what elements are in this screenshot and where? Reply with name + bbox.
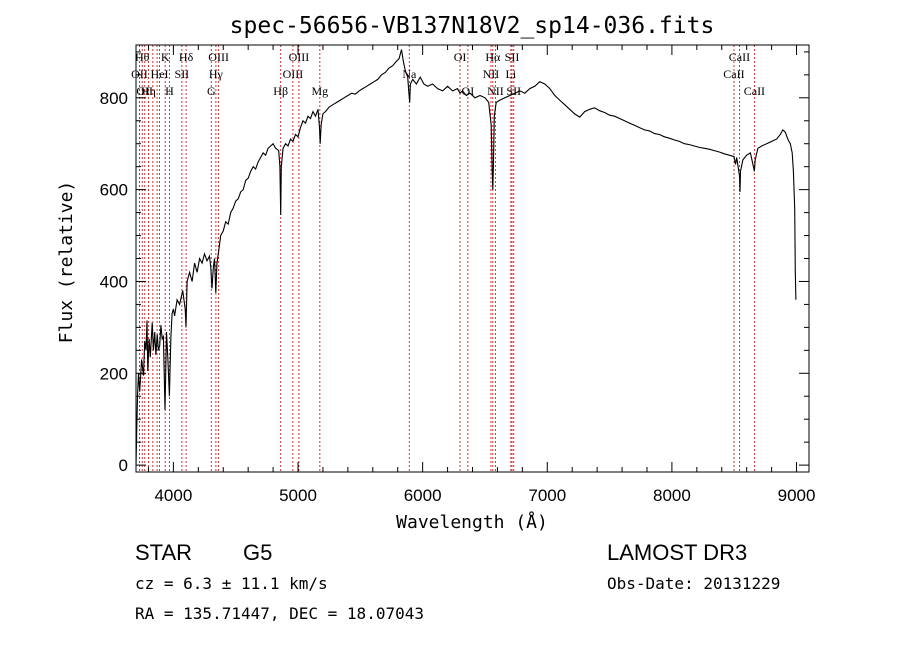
line-marker-label: OIII xyxy=(289,50,310,64)
line-marker-label: SII xyxy=(505,50,520,64)
line-marker-label: HeI xyxy=(151,67,169,81)
x-tick-label: 6000 xyxy=(404,486,442,505)
y-tick-label: 0 xyxy=(119,456,128,475)
x-tick-label: 8000 xyxy=(653,486,691,505)
line-marker-label: SII xyxy=(175,67,190,81)
line-marker-label: CaII xyxy=(723,67,744,81)
x-tick-label: 7000 xyxy=(528,486,566,505)
line-marker-label: Hα xyxy=(485,50,501,64)
line-marker-label: Li xyxy=(506,67,517,81)
line-marker-label: SII xyxy=(506,84,521,98)
line-marker-label: NII xyxy=(483,67,500,81)
line-marker-label: NII xyxy=(487,84,504,98)
chart-title: spec-56656-VB137N18V2_sp14-036.fits xyxy=(230,13,715,39)
observation-date: Obs-Date: 20131229 xyxy=(607,574,780,593)
ra-dec: RA = 135.71447, DEC = 18.07043 xyxy=(135,604,424,623)
plot-frame xyxy=(135,44,810,473)
line-marker-label: Hγ xyxy=(209,67,224,81)
line-marker-label: Hδ xyxy=(179,50,194,64)
y-axis-label: Flux (relative) xyxy=(56,181,77,344)
line-marker-label: OII xyxy=(131,67,148,81)
line-marker-label: OIII xyxy=(283,67,304,81)
line-marker-label: OIII xyxy=(208,50,229,64)
line-marker-labels: HθOIIOIIHηHeIKHSIIHδGHγOIIIHβOIIIOIIIMgN… xyxy=(131,50,765,98)
x-tick-label: 9000 xyxy=(778,486,816,505)
x-axis-label: Wavelength (Å) xyxy=(396,511,548,533)
x-tick-label: 5000 xyxy=(279,486,317,505)
y-tick-label: 800 xyxy=(100,89,128,108)
line-marker-label: Na xyxy=(402,67,417,81)
y-axis-ticks: 0 200 400 600 800 xyxy=(100,51,809,475)
object-class: STAR xyxy=(135,540,192,565)
line-marker-label: OI xyxy=(454,50,467,64)
spectrum-line xyxy=(135,49,797,466)
x-tick-label: 4000 xyxy=(154,486,192,505)
line-marker-label: OII xyxy=(136,84,153,98)
line-marker-label: Mg xyxy=(311,84,328,98)
redshift-cz: cz = 6.3 ± 11.1 km/s xyxy=(135,574,328,593)
line-marker-label: K xyxy=(161,50,170,64)
line-marker-label: Hβ xyxy=(273,84,288,98)
x-axis-ticks: 4000 5000 6000 7000 8000 9000 xyxy=(147,45,816,505)
line-markers xyxy=(139,45,755,472)
survey-name: LAMOST DR3 xyxy=(607,540,747,565)
line-marker-label: Hθ xyxy=(135,50,150,64)
object-subclass: G5 xyxy=(243,540,272,565)
line-marker-label: G xyxy=(207,84,216,98)
line-marker-label: CaII xyxy=(729,50,750,64)
y-tick-label: 400 xyxy=(100,272,128,291)
line-marker-label: H xyxy=(165,84,174,98)
y-tick-label: 600 xyxy=(100,181,128,200)
line-marker-label: CaII xyxy=(744,84,765,98)
y-tick-label: 200 xyxy=(100,364,128,383)
line-marker-label: Hη xyxy=(141,84,156,98)
